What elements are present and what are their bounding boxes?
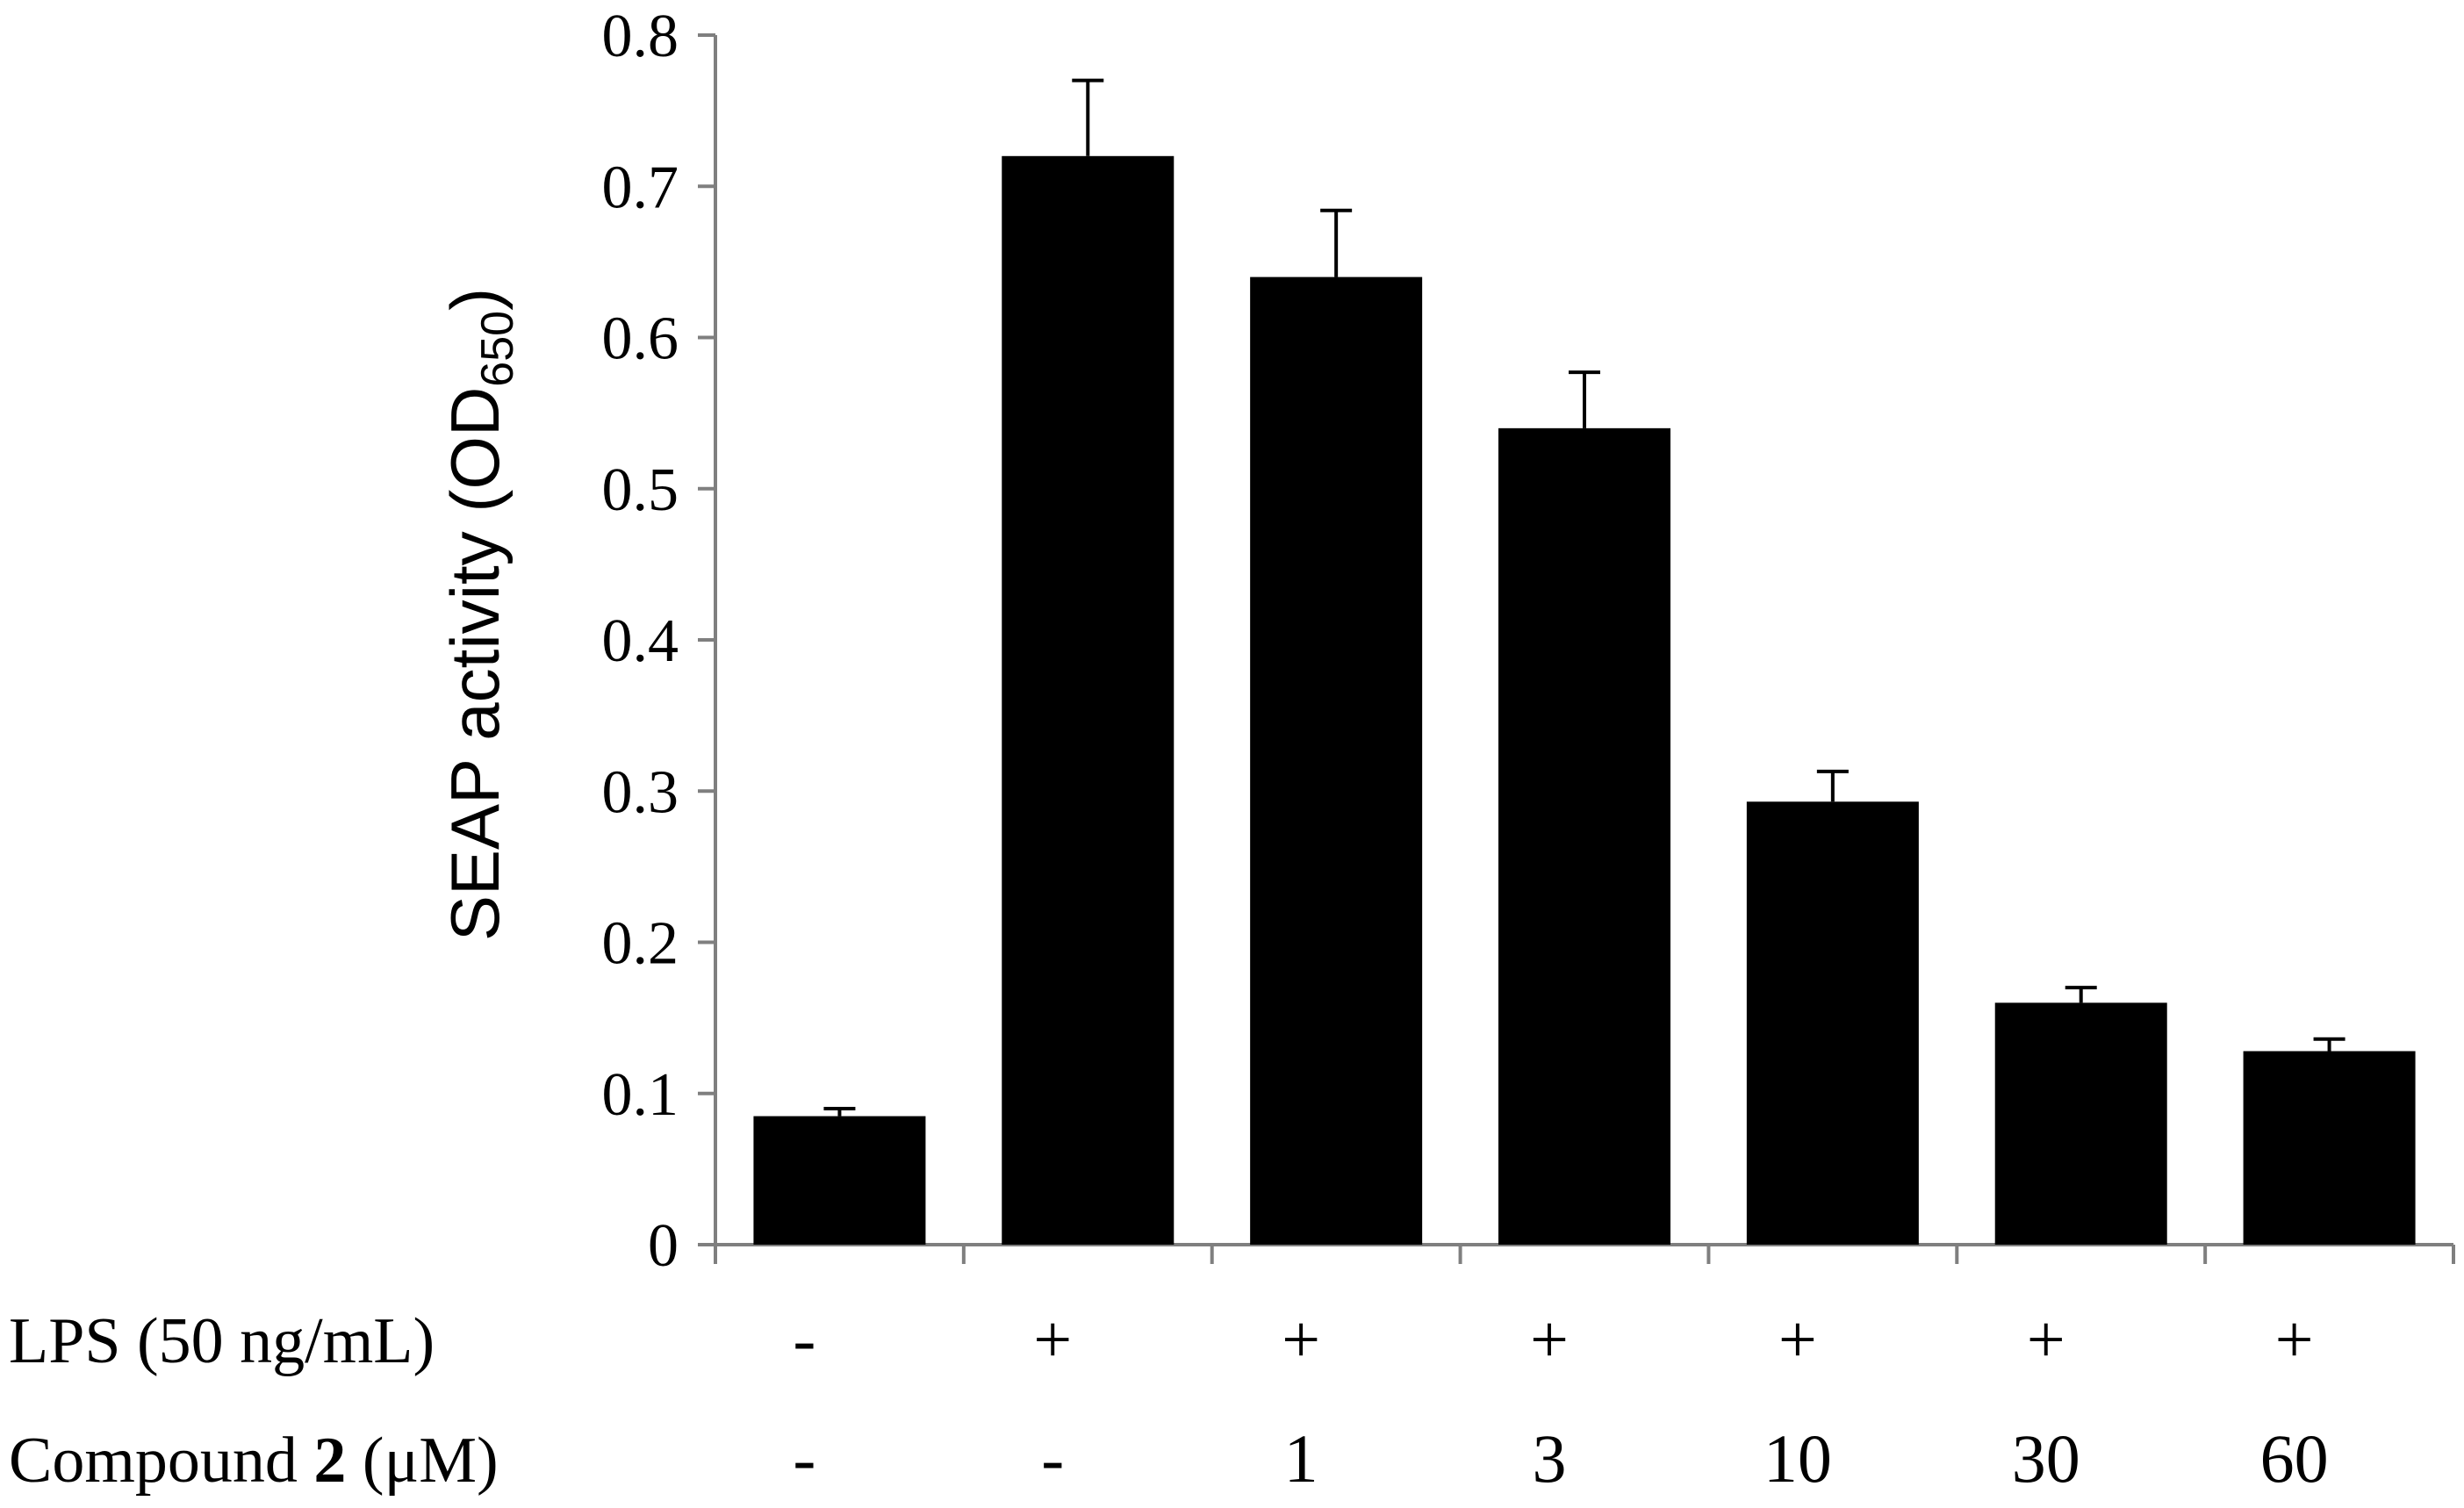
condition-cell: - [793, 1420, 815, 1497]
bars [753, 155, 2416, 1246]
y-axis: 0 0.1 0.2 0.3 0.4 0.5 0.6 0.7 0.8 [602, 3, 717, 1280]
y-axis-label-main: SEAP activity (OD [436, 387, 514, 941]
condition-row-label-part: 2 [313, 1425, 346, 1497]
condition-cell: 60 [2260, 1420, 2329, 1497]
condition-row-label: Compound 2 (μM) [9, 1425, 499, 1497]
bar [753, 1116, 926, 1245]
y-tick-label: 0.3 [602, 758, 679, 826]
condition-cell: + [1530, 1301, 1569, 1377]
bar [1250, 276, 1423, 1246]
y-tick-label: 0.6 [602, 305, 679, 373]
y-axis-label-close: ) [436, 288, 514, 311]
x-axis [714, 1243, 2455, 1264]
y-tick-label: 0.1 [602, 1061, 679, 1129]
condition-cell: + [2275, 1301, 2314, 1377]
y-tick-label: 0 [648, 1212, 679, 1280]
bar [1498, 427, 1670, 1246]
condition-cell: 30 [2012, 1420, 2080, 1497]
condition-row-label-part: Compound [9, 1425, 313, 1497]
condition-cell: + [1778, 1301, 1817, 1377]
condition-table: LPS (50 ng/mL) - + + + + + + Compound 2 (μM) - - 1 3… [9, 1301, 2329, 1497]
condition-cell: 3 [1533, 1420, 1567, 1497]
bar [1994, 1002, 2167, 1245]
y-tick-label: 0.8 [602, 3, 679, 70]
y-axis-label-subscript: 650 [472, 311, 523, 387]
condition-cell: + [1033, 1301, 1072, 1377]
error-bars [823, 78, 2345, 1117]
bar [1746, 801, 1919, 1245]
bar [2243, 1051, 2416, 1245]
condition-row-label: LPS (50 ng/mL) [9, 1305, 435, 1377]
condition-cell: - [1041, 1420, 1064, 1497]
condition-row-label-part: (μM) [346, 1425, 498, 1497]
condition-cell: - [793, 1301, 815, 1377]
condition-cell: 1 [1284, 1420, 1318, 1497]
condition-cell: 10 [1764, 1420, 1832, 1497]
y-tick-label: 0.4 [602, 607, 679, 675]
y-tick-label: 0.2 [602, 910, 679, 978]
y-tick-label: 0.7 [602, 154, 679, 221]
y-tick-label: 0.5 [602, 456, 679, 524]
y-axis-label: SEAP activity (OD650) [436, 288, 523, 941]
condition-cell: + [1282, 1301, 1320, 1377]
bar [1002, 155, 1175, 1245]
condition-row-label-part: LPS (50 ng/mL) [9, 1305, 435, 1377]
condition-cell: + [2027, 1301, 2065, 1377]
